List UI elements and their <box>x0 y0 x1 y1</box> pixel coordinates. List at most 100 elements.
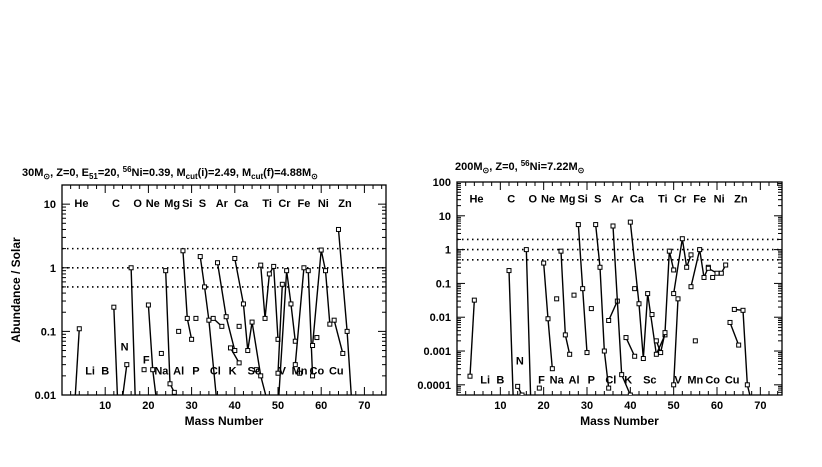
data-point <box>467 373 473 379</box>
data-point <box>506 268 512 274</box>
chart-title: 200M⊙, Z=0, 56Ni=7.22M⊙ <box>455 159 585 175</box>
data-point <box>236 360 242 366</box>
y-tick-label: 0.001 <box>423 346 451 358</box>
data-point <box>128 265 134 271</box>
data-point <box>210 315 216 321</box>
element-label: Cu <box>725 374 740 386</box>
data-point <box>529 396 533 400</box>
data-point <box>723 262 729 268</box>
data-point <box>206 317 212 323</box>
element-label: Mg <box>560 193 576 205</box>
element-label: K <box>229 366 237 378</box>
element-label: Zn <box>338 198 352 210</box>
series-line <box>625 337 636 357</box>
data-point <box>202 284 208 290</box>
data-point <box>301 265 307 271</box>
element-label: Ne <box>541 193 555 205</box>
data-point <box>240 301 246 307</box>
series-line <box>234 258 267 395</box>
element-label: Ca <box>630 193 645 205</box>
element-label: Li <box>85 366 95 378</box>
chart-title: 30M⊙, Z=0, E51=20, 56Ni=0.39, Mcut(i)=2.… <box>22 165 318 181</box>
data-point <box>744 382 750 388</box>
data-point <box>331 317 337 323</box>
data-point <box>90 412 94 416</box>
data-point <box>671 291 677 297</box>
data-point <box>736 342 742 348</box>
x-tick-label: 40 <box>624 400 636 412</box>
element-label: S <box>594 193 601 205</box>
element-label: Cl <box>210 366 221 378</box>
data-point <box>558 248 564 254</box>
data-point <box>727 319 733 325</box>
data-point <box>580 286 586 292</box>
data-point <box>271 263 277 269</box>
data-point <box>310 373 316 379</box>
x-tick-label: 10 <box>494 400 506 412</box>
element-label: Na <box>550 374 565 386</box>
element-label: O <box>133 198 142 210</box>
element-label: V <box>279 366 287 378</box>
data-point <box>236 323 242 329</box>
chart-30msun: 10 20 30 40 50 60 70 0.01 0.1 1 10 He C O Ne Mg Si S Ar Ca T… <box>9 165 387 428</box>
data-point <box>323 268 329 274</box>
element-label: N <box>516 355 524 367</box>
x-tick-label: 40 <box>229 400 241 412</box>
data-point <box>606 317 612 323</box>
element-label: Cr <box>278 198 291 210</box>
data-point <box>731 306 737 312</box>
data-point <box>340 350 346 356</box>
series-line <box>594 224 610 389</box>
series-group <box>467 219 751 400</box>
series-line <box>294 266 314 376</box>
data-point <box>575 222 581 228</box>
series-group <box>74 226 352 416</box>
element-label: Al <box>569 374 580 386</box>
data-point <box>632 353 638 359</box>
x-tick-label: 10 <box>99 400 111 412</box>
y-tick-label: 1 <box>50 263 56 275</box>
data-point <box>171 389 177 395</box>
element-label: Ni <box>318 198 329 210</box>
element-label: Sc <box>248 366 261 378</box>
data-point <box>649 312 655 318</box>
series-line <box>729 322 740 346</box>
data-point <box>627 392 633 395</box>
element-label: Fe <box>297 198 310 210</box>
element-label: F <box>538 374 545 386</box>
element-label: Zn <box>734 193 748 205</box>
element-label: Mn <box>292 366 308 378</box>
x-tick-label: 50 <box>272 400 284 412</box>
data-point <box>515 383 521 389</box>
data-point <box>120 396 124 400</box>
data-point <box>189 336 195 342</box>
data-point <box>145 302 151 308</box>
element-label: P <box>192 366 199 378</box>
element-label: Ar <box>216 198 229 210</box>
data-point <box>314 335 320 341</box>
element-label: C <box>112 198 120 210</box>
element-label: He <box>74 198 88 210</box>
series-line <box>508 270 514 395</box>
chart-200msun: 10 20 30 40 50 60 70 0.0001 0.001 0.01 0.1 1 10 100 He… <box>417 159 783 428</box>
x-tick-label: 60 <box>315 400 327 412</box>
data-point <box>284 268 290 274</box>
data-point <box>335 226 341 232</box>
element-label: Si <box>577 193 587 205</box>
data-point <box>688 284 694 290</box>
series-line <box>147 304 157 395</box>
element-label: Co <box>310 366 325 378</box>
element-label: C <box>507 193 515 205</box>
element-label: B <box>496 374 504 386</box>
data-point <box>688 252 694 258</box>
y-tick-label: 1 <box>445 245 451 257</box>
data-point <box>279 281 285 287</box>
element-label: K <box>624 374 632 386</box>
series-line <box>74 328 80 395</box>
data-point <box>684 264 690 270</box>
data-point <box>163 268 169 274</box>
series-line <box>311 249 331 346</box>
series-line <box>672 238 692 294</box>
series-line <box>560 251 571 355</box>
data-point <box>318 247 324 253</box>
